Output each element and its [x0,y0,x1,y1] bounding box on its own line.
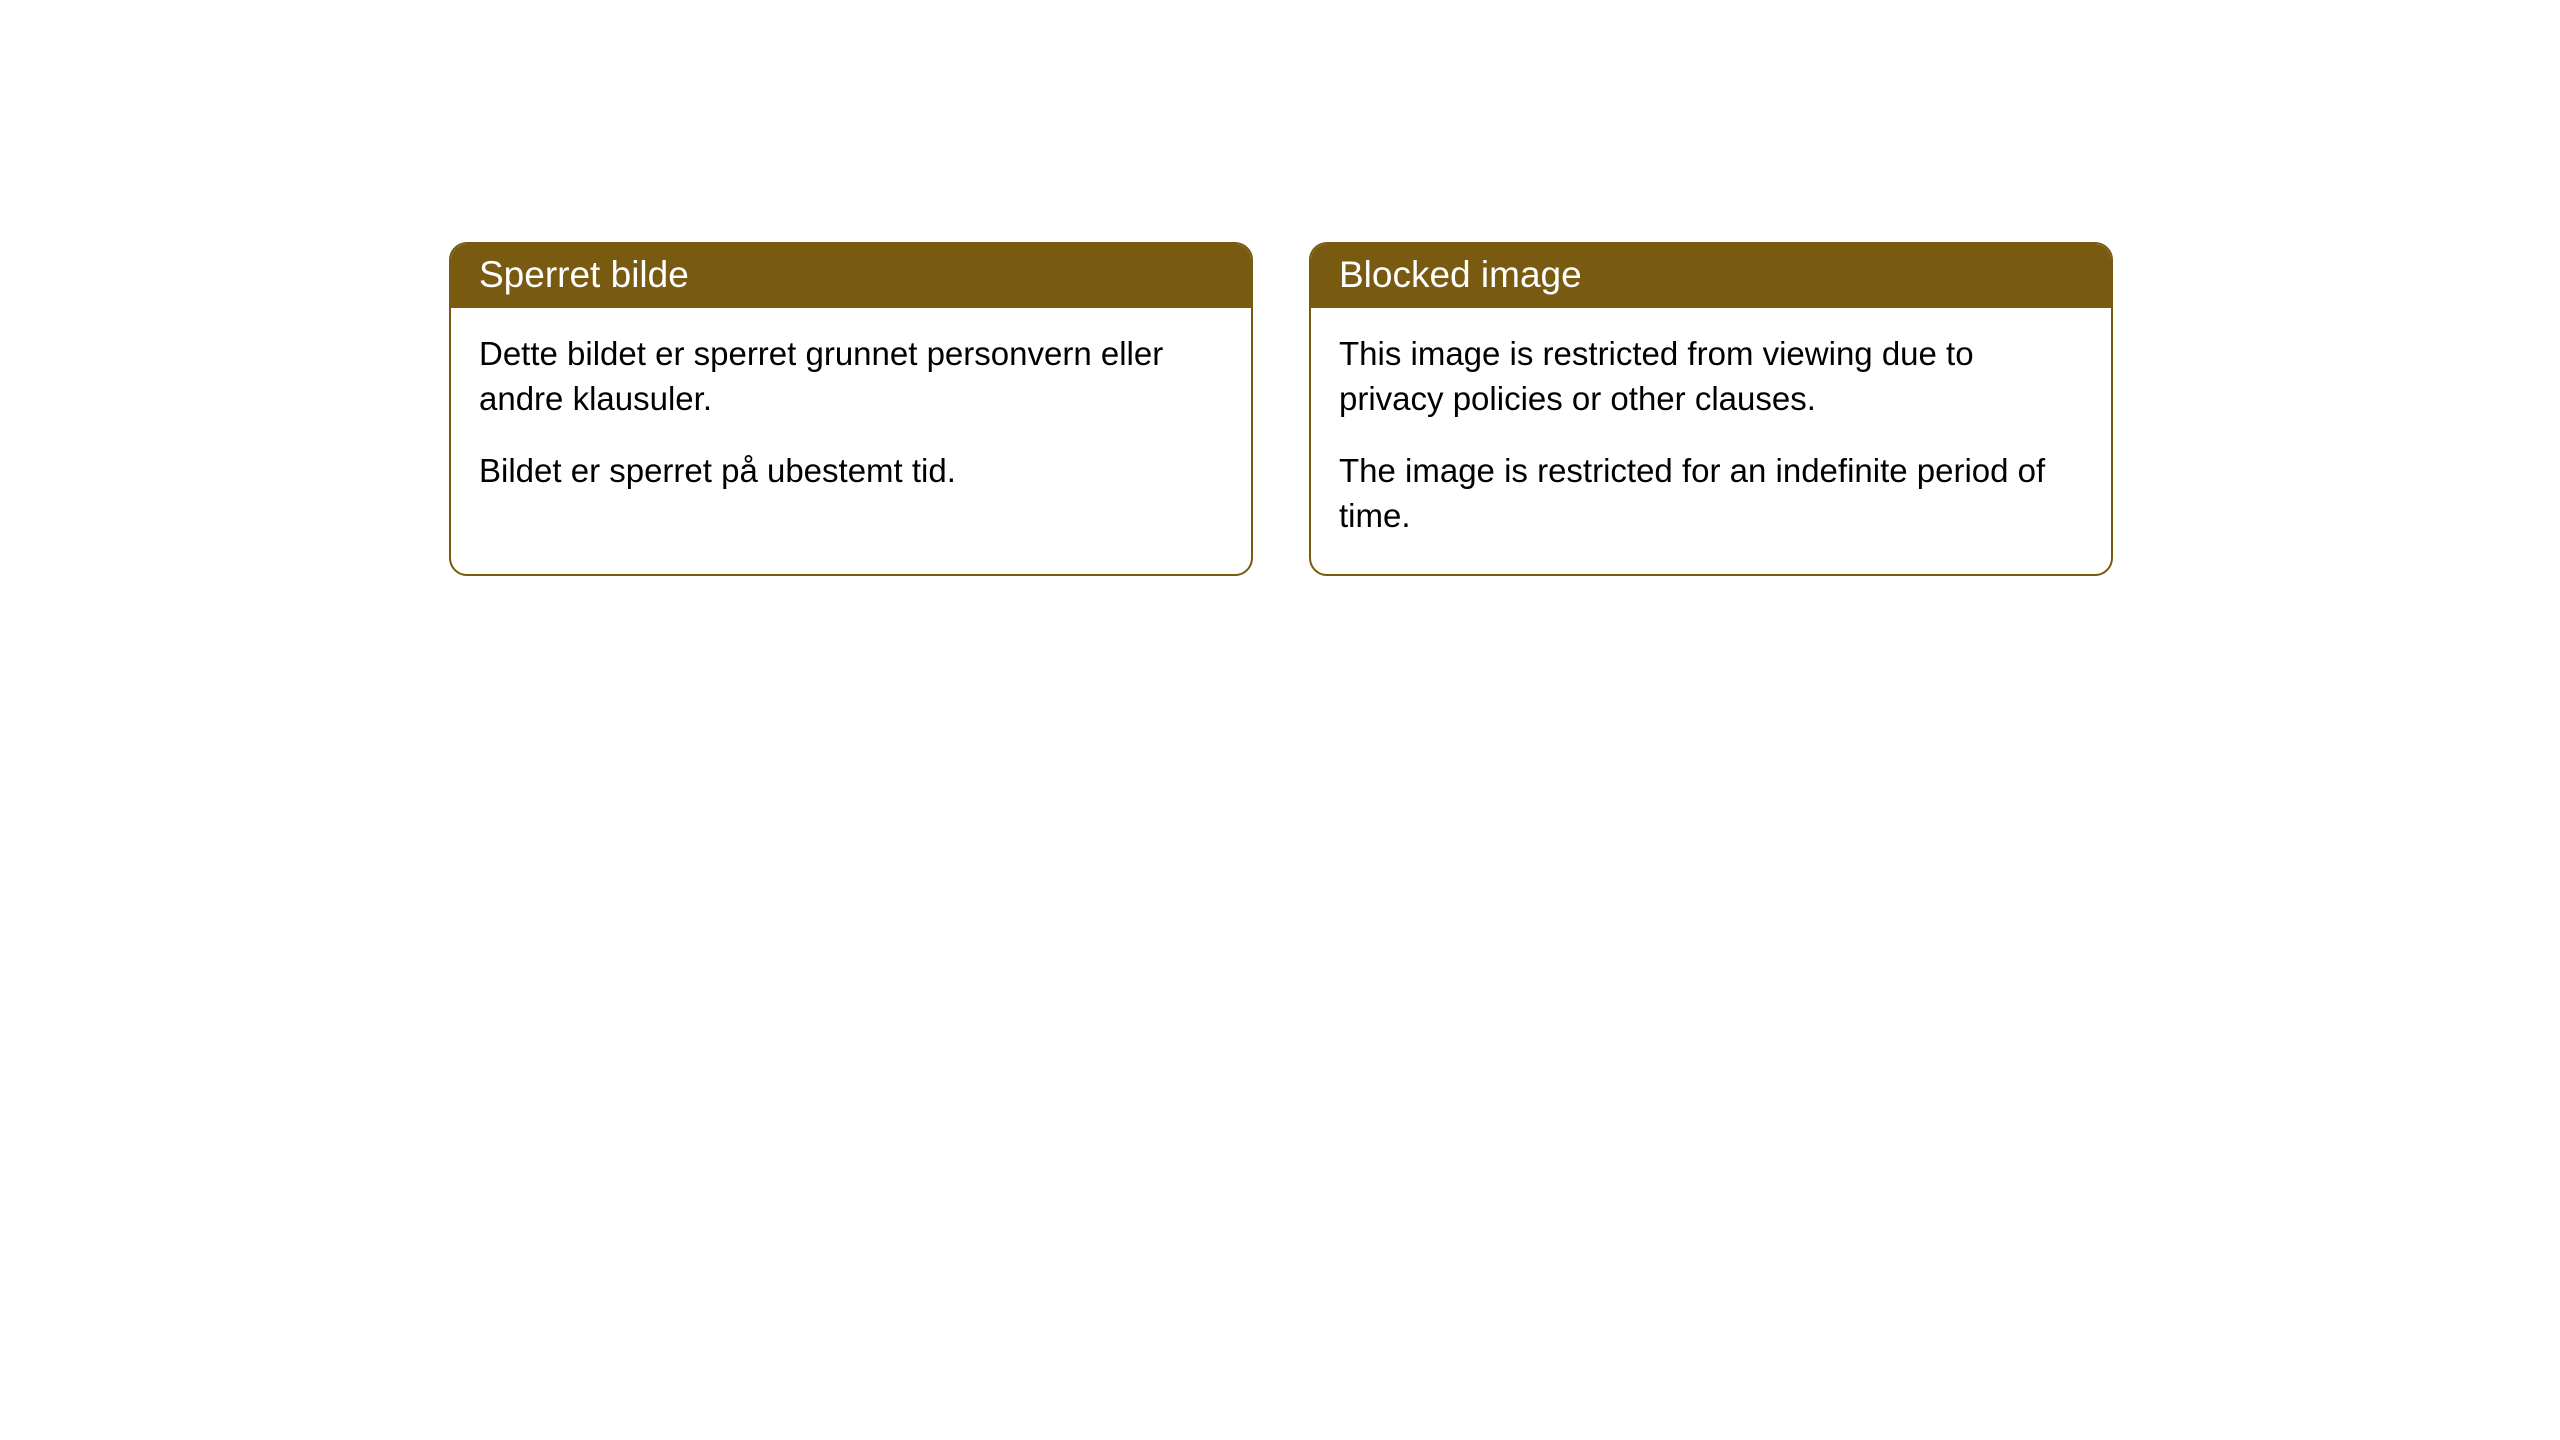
notice-body-english: This image is restricted from viewing du… [1311,308,2111,574]
notice-text-1-norwegian: Dette bildet er sperret grunnet personve… [479,332,1223,421]
notice-header-english: Blocked image [1311,244,2111,308]
notice-card-norwegian: Sperret bilde Dette bildet er sperret gr… [449,242,1253,576]
notice-container: Sperret bilde Dette bildet er sperret gr… [0,0,2560,576]
notice-text-2-norwegian: Bildet er sperret på ubestemt tid. [479,449,1223,494]
notice-text-2-english: The image is restricted for an indefinit… [1339,449,2083,538]
notice-card-english: Blocked image This image is restricted f… [1309,242,2113,576]
notice-text-1-english: This image is restricted from viewing du… [1339,332,2083,421]
notice-header-norwegian: Sperret bilde [451,244,1251,308]
notice-body-norwegian: Dette bildet er sperret grunnet personve… [451,308,1251,530]
